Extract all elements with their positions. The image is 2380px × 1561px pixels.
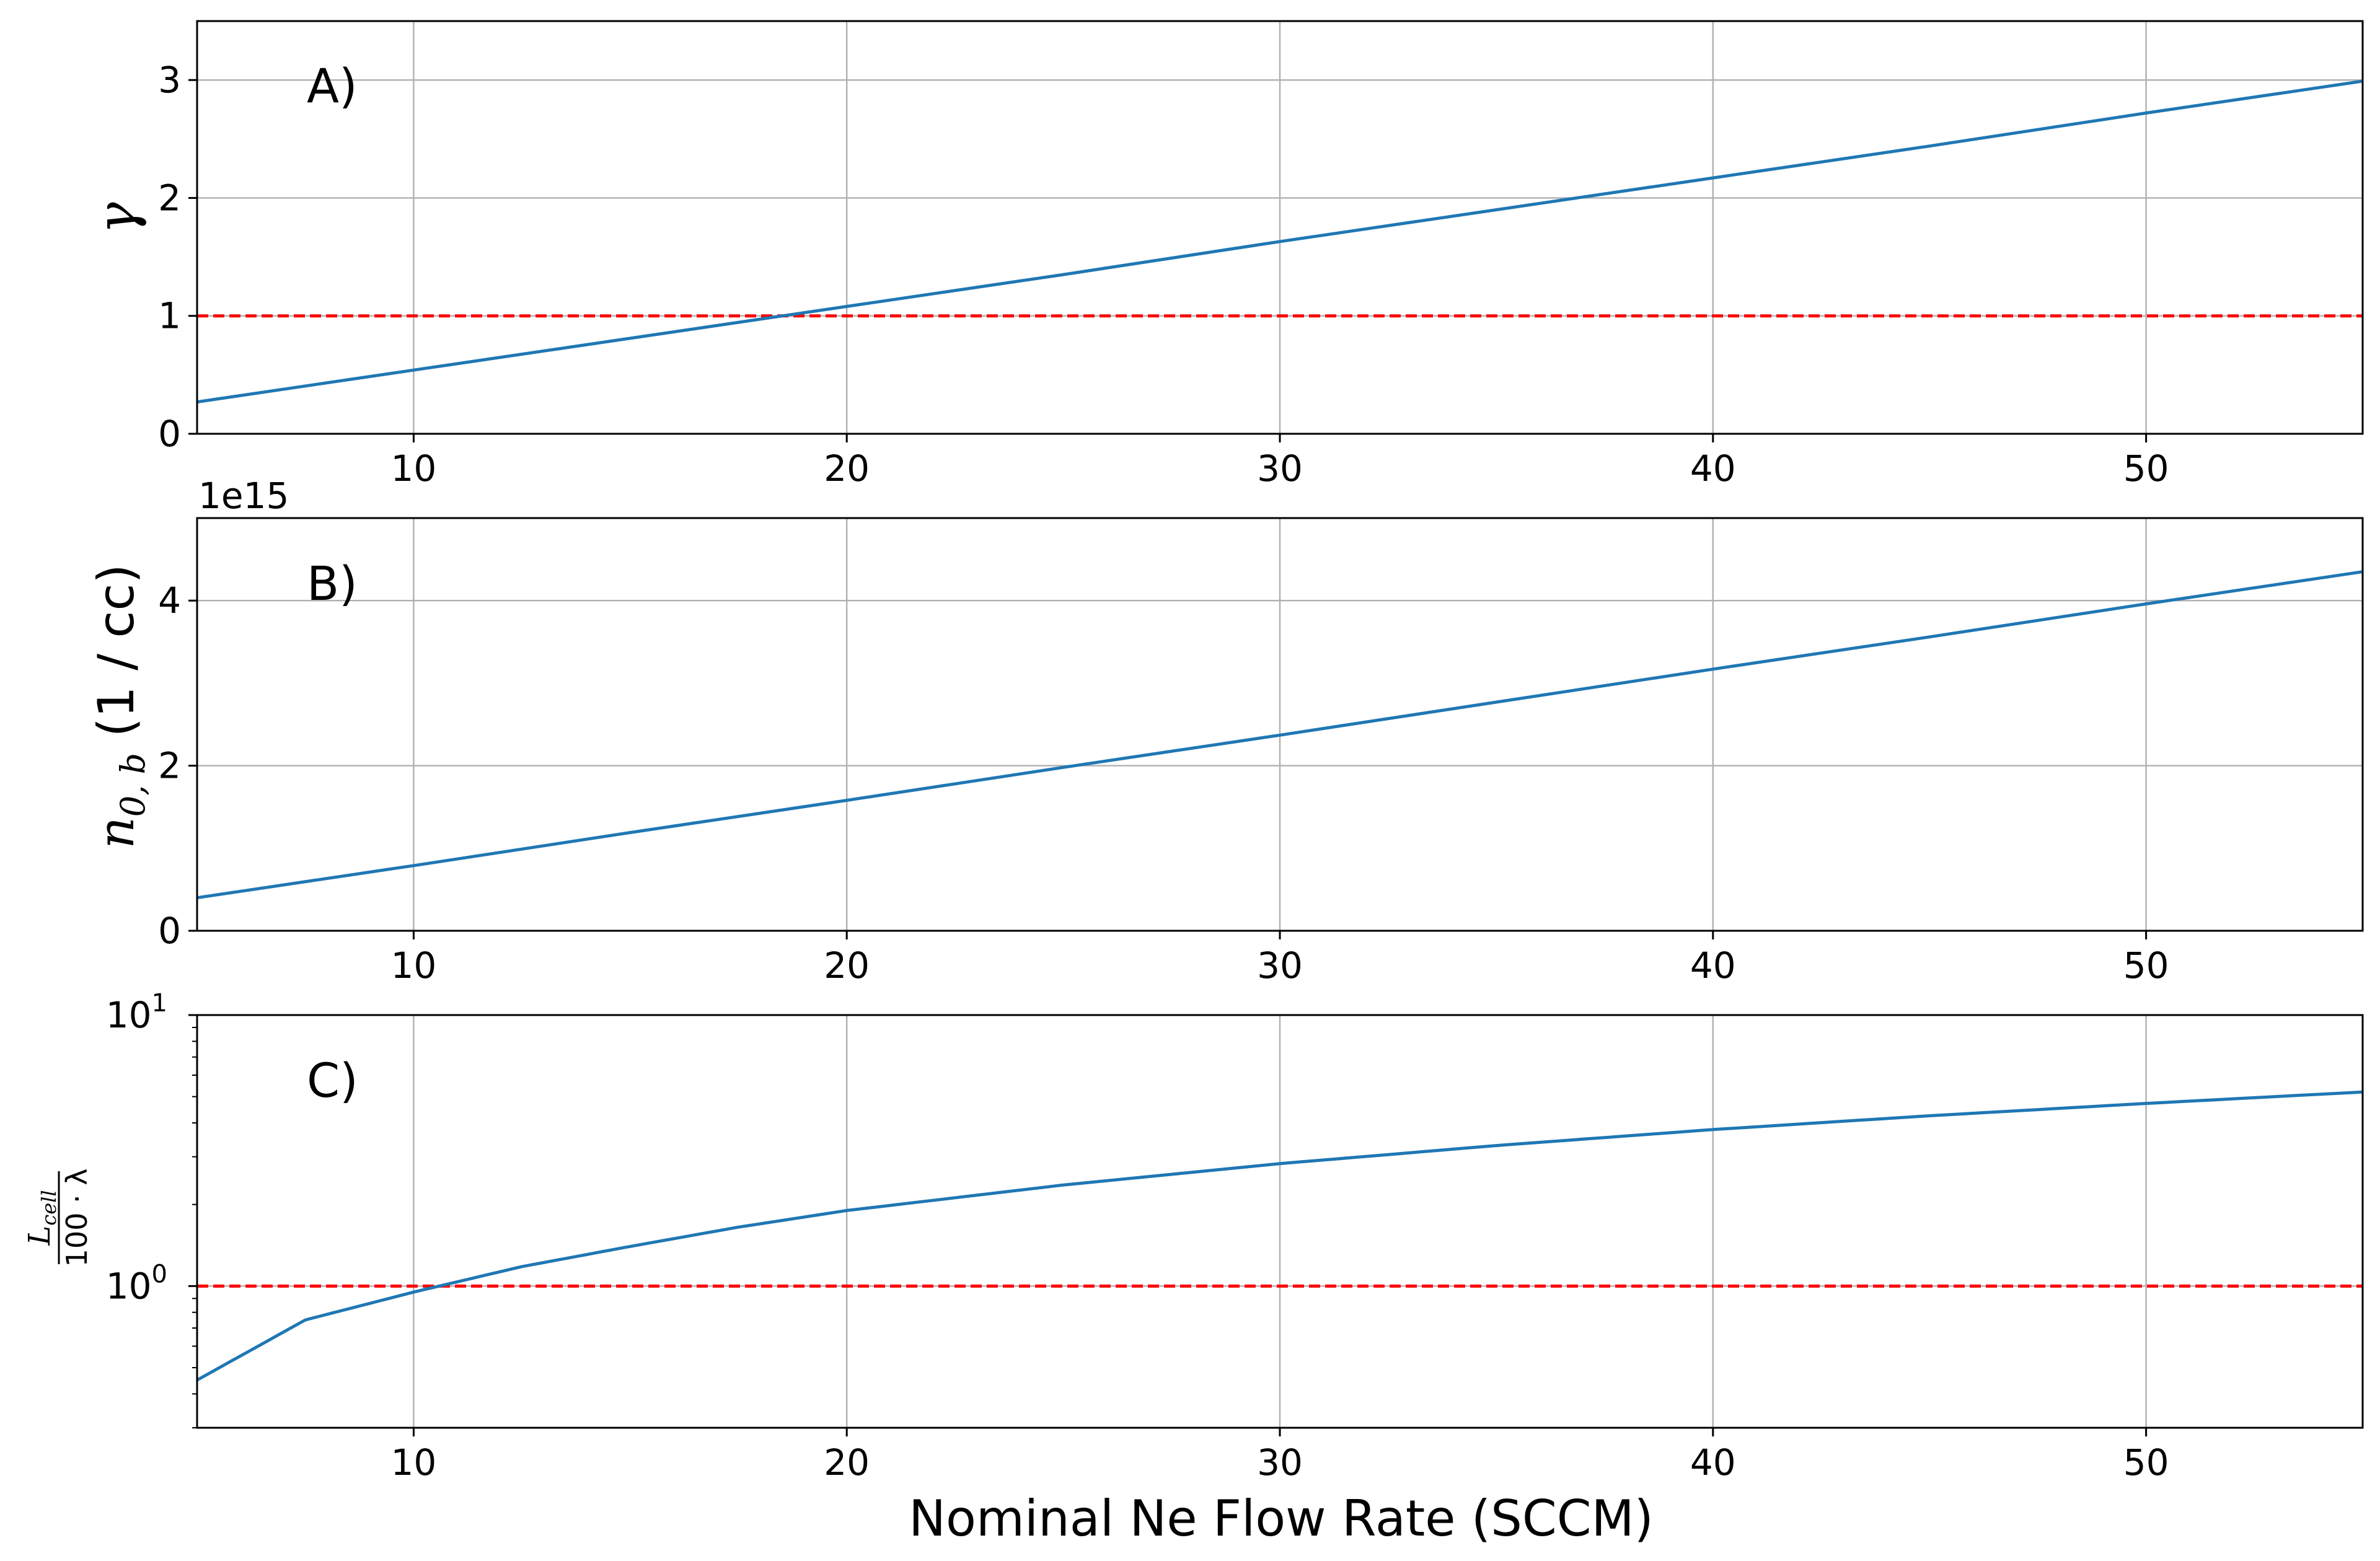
- panel-a-series-line: [196, 79, 2363, 404]
- panel-b-xtick-label: 50: [2123, 944, 2169, 987]
- panel-a-xtick-label: 30: [1257, 447, 1303, 490]
- panel-b: 10 20 30 40 50 0 2 4 1e15 B) n0, b (1 / cc): [87, 475, 2364, 987]
- x-axis-label: Nominal Ne Flow Rate (SCCM): [909, 1490, 1654, 1547]
- panel-a-xtick-label: 40: [1690, 447, 1736, 490]
- panel-a-label: A): [307, 58, 358, 113]
- panel-b-offset-text: 1e15: [198, 475, 289, 517]
- panel-b-ylabel-sub: 0, b: [113, 753, 152, 817]
- panel-b-label: B): [307, 556, 358, 611]
- panel-a-xtick-label: 20: [824, 447, 870, 490]
- panel-a-xtick-label: 50: [2123, 447, 2169, 490]
- panel-a-xtick-label: 10: [390, 447, 436, 490]
- panel-c-ytick-label: 100: [106, 1260, 167, 1307]
- panel-b-ytick-label: 4: [158, 579, 181, 622]
- panel-c-xtick-label: 50: [2123, 1441, 2169, 1484]
- panel-c-series-line: [196, 1090, 2363, 1382]
- svg-text:Lcell: Lcell: [22, 1190, 61, 1246]
- panel-c-xtick-label: 40: [1690, 1441, 1736, 1484]
- panel-b-ytick-label: 2: [158, 745, 181, 787]
- panel-a-ytick-label: 1: [158, 295, 181, 337]
- panel-b-xtick-label: 30: [1257, 944, 1303, 987]
- panel-c-ylabel-num-sub: cell: [37, 1190, 61, 1225]
- panel-c: 10 20 30 40 50 100 101 C) Lcell 100 · λ Nomina…: [22, 989, 2364, 1547]
- panel-b-xtick-label: 40: [1690, 944, 1736, 987]
- panel-b-ylabel-unit: (1 / cc): [87, 564, 145, 753]
- panel-c-ylabel-num: L: [22, 1226, 57, 1246]
- panel-c-ylabel: Lcell 100 · λ: [22, 1169, 94, 1267]
- panel-a-ytick-label: 0: [158, 413, 181, 455]
- panel-b-series-line: [196, 570, 2363, 900]
- panel-b-ylabel: n0, b (1 / cc): [87, 564, 152, 848]
- panel-c-xtick-label: 20: [824, 1441, 870, 1484]
- panel-c-ytick-label: 101: [106, 989, 167, 1036]
- panel-a-ytick-label: 3: [158, 59, 181, 101]
- panel-a: 10 20 30 40 50 0 1 2 3 A) γ: [86, 20, 2364, 490]
- panel-c-xtick-label: 10: [390, 1441, 436, 1484]
- panel-b-ylabel-main: n: [87, 817, 145, 849]
- panel-c-label: C): [307, 1053, 358, 1108]
- panel-b-xtick-label: 10: [390, 944, 436, 987]
- panel-b-xtick-label: 20: [824, 944, 870, 987]
- panel-a-ylabel: γ: [86, 202, 148, 234]
- panel-c-xtick-label: 30: [1257, 1441, 1303, 1484]
- panel-c-ylabel-den: 100 · λ: [60, 1169, 94, 1267]
- panel-b-ytick-label: 0: [158, 910, 181, 952]
- panel-a-ytick-label: 2: [158, 177, 181, 219]
